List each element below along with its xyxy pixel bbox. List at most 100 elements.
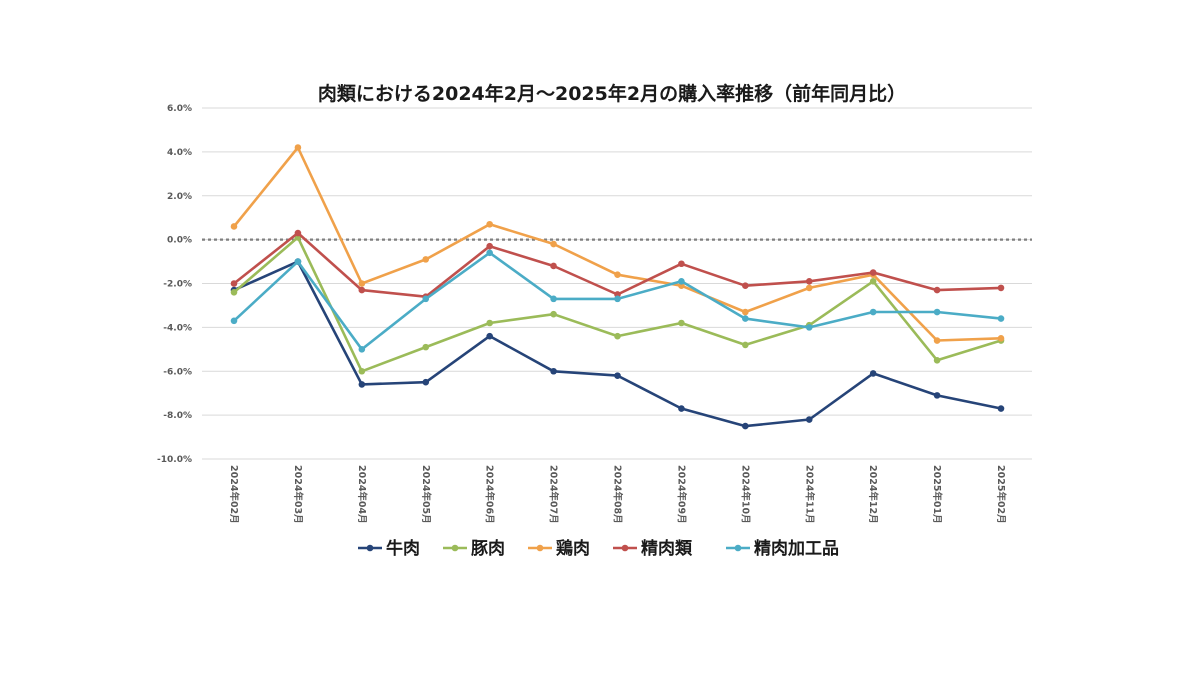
y-axis-ticks: 6.0% 4.0% 2.0% 0.0% -2.0% -4.0% -6.0% -8.0% -10.… <box>157 104 192 465</box>
data-point <box>550 240 557 248</box>
data-point <box>550 367 557 375</box>
data-point <box>486 249 493 257</box>
series-3 <box>230 229 1005 300</box>
data-point <box>869 370 877 377</box>
x-tick-label: 2024年07月 <box>548 465 560 524</box>
data-point <box>358 367 366 375</box>
data-point <box>422 256 430 263</box>
y-tick-label: 4.0% <box>167 148 192 158</box>
data-point <box>805 416 813 423</box>
data-point <box>742 308 749 316</box>
data-point <box>869 278 877 285</box>
data-point <box>358 286 366 294</box>
data-point <box>614 332 621 340</box>
data-point <box>678 405 685 412</box>
legend-item: 牛肉 <box>358 538 420 559</box>
x-tick-label: 2024年06月 <box>484 465 496 524</box>
legend-swatch-marker <box>536 544 544 552</box>
data-point <box>805 324 813 331</box>
data-point <box>805 278 813 285</box>
x-axis-ticks: 2024年02月 2024年03月 2024年04月 2024年05月 2024年06月… <box>228 465 1007 524</box>
data-point <box>997 335 1005 342</box>
data-point <box>486 332 493 340</box>
data-point <box>997 405 1005 412</box>
x-tick-label: 2024年05月 <box>420 465 432 524</box>
x-tick-label: 2024年04月 <box>356 465 368 524</box>
data-point <box>230 317 238 325</box>
y-tick-label: 2.0% <box>167 192 192 202</box>
data-point <box>422 378 430 386</box>
data-point <box>294 258 302 265</box>
y-tick-label: -6.0% <box>163 367 192 377</box>
data-point <box>805 284 813 292</box>
legend-item: 豚肉 <box>443 538 505 559</box>
data-point <box>230 223 238 230</box>
y-tick-label: -4.0% <box>163 323 192 333</box>
legend-label: 精肉加工品 <box>754 538 839 559</box>
data-point <box>742 315 749 322</box>
data-point <box>869 308 877 316</box>
data-point <box>933 308 941 316</box>
y-tick-label: 6.0% <box>167 104 192 114</box>
legend-label: 豚肉 <box>471 538 505 559</box>
x-tick-label: 2025年01月 <box>931 465 943 524</box>
data-point <box>678 278 685 285</box>
data-point <box>933 337 941 344</box>
data-point <box>678 319 685 327</box>
legend-swatch-marker <box>366 544 374 552</box>
data-point <box>933 392 941 399</box>
x-tick-label: 2024年08月 <box>612 465 624 524</box>
legend-item: 精肉加工品 <box>726 538 839 559</box>
y-tick-label: 0.0% <box>167 236 192 246</box>
series-2 <box>230 144 1005 344</box>
x-tick-label: 2024年11月 <box>803 465 815 524</box>
data-point <box>486 242 493 250</box>
x-tick-label: 2024年10月 <box>739 465 751 524</box>
y-tick-label: -10.0% <box>157 455 192 465</box>
legend-item: 精肉類 <box>613 538 693 559</box>
data-point <box>742 341 749 349</box>
legend-swatch-marker <box>734 544 742 552</box>
x-tick-label: 2024年09月 <box>675 465 687 524</box>
data-point <box>486 220 493 228</box>
series-lines <box>230 144 1005 430</box>
data-point <box>294 144 302 151</box>
y-tick-label: -2.0% <box>163 280 192 290</box>
data-point <box>614 295 621 303</box>
data-point <box>614 372 621 379</box>
x-tick-label: 2024年02月 <box>228 465 240 524</box>
legend: 牛肉 豚肉 鶏肉 精肉類 精肉加工品 <box>358 538 839 559</box>
legend-swatch-marker <box>621 544 629 552</box>
legend-swatch-marker <box>451 544 459 552</box>
legend-label: 鶏肉 <box>556 538 590 559</box>
data-point <box>422 295 430 303</box>
series-4 <box>230 249 1005 353</box>
data-point <box>358 381 366 388</box>
series-1 <box>230 234 1005 375</box>
data-point <box>358 346 366 353</box>
data-point <box>742 282 749 289</box>
data-point <box>358 280 366 287</box>
data-point <box>869 269 877 276</box>
data-point <box>678 260 685 268</box>
data-point <box>997 284 1005 292</box>
x-tick-label: 2024年03月 <box>292 465 304 524</box>
x-tick-label: 2024年12月 <box>867 465 879 524</box>
data-point <box>422 343 430 351</box>
data-point <box>933 286 941 294</box>
data-point <box>742 422 749 430</box>
gridlines <box>202 107 1032 460</box>
data-point <box>550 295 557 303</box>
data-point <box>550 262 557 270</box>
data-point <box>294 229 302 237</box>
data-point <box>614 271 621 279</box>
data-point <box>997 315 1005 322</box>
y-tick-label: -8.0% <box>163 411 192 421</box>
data-point <box>230 280 238 287</box>
x-tick-label: 2025年02月 <box>995 465 1007 524</box>
legend-item: 鶏肉 <box>528 538 590 559</box>
data-point <box>933 356 941 364</box>
chart-title: 肉類における2024年2月～2025年2月の購入率推移（前年同月比） <box>318 82 906 105</box>
